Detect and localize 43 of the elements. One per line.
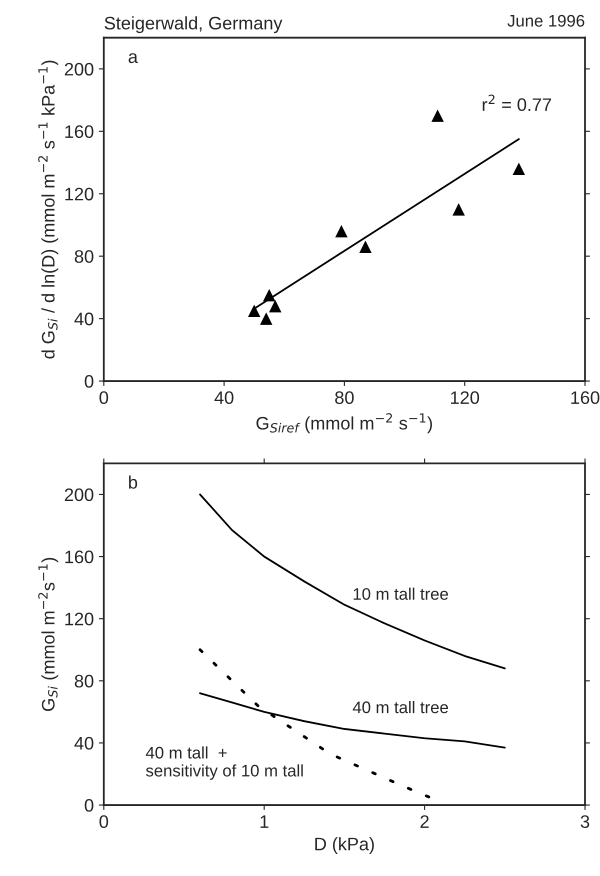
y-tick-label: 40 — [74, 736, 94, 750]
series-label: 40 m tall tree — [352, 700, 448, 714]
x-tick-label: 160 — [571, 391, 600, 404]
annotation: r$^{2}$ = 0.77 — [482, 94, 552, 112]
point — [269, 300, 282, 312]
x-tick-label: 80 — [335, 391, 354, 404]
x-tick-label: 40 — [214, 391, 234, 404]
y-axis-title: G$_{Si}$ (mmol m$^{−2}$s$^{−1}$) — [38, 558, 58, 711]
point — [431, 110, 444, 122]
y-tick-label: 120 — [65, 612, 94, 626]
point — [359, 240, 372, 254]
series-label: 40 m tall + sensitivity of 10 m tall — [146, 746, 303, 780]
x-axis-title: D (kPa) — [315, 837, 374, 854]
point — [452, 203, 465, 216]
y-tick-label: 40 — [74, 312, 94, 326]
x-tick-label: 0 — [99, 815, 108, 828]
y-tick-label: 0 — [84, 374, 94, 388]
point — [512, 162, 526, 175]
annotation: a — [128, 53, 138, 64]
y-tick-label: 200 — [64, 488, 94, 502]
y-tick-label: 120 — [65, 188, 94, 200]
x-tick-label: 0 — [99, 391, 108, 404]
x-tick-label: 3 — [580, 815, 590, 828]
x-axis-title: G$_{Siref}$ (mmol m$^{−2}$ s$^{−1}$) — [256, 413, 432, 434]
x-tick-label: 120 — [451, 391, 480, 404]
y-tick-label: 200 — [64, 62, 94, 76]
text: June 1996 — [507, 14, 584, 27]
point — [263, 289, 276, 302]
chart-title: Steigerwald, Germany — [104, 16, 282, 34]
point — [248, 304, 260, 318]
y-tick-label: 160 — [65, 125, 94, 138]
y-tick-label: 80 — [74, 674, 94, 688]
y-tick-label: 0 — [84, 798, 94, 812]
annotation: b — [129, 475, 138, 489]
y-tick-label: 80 — [74, 250, 94, 263]
x-tick-label: 1 — [260, 815, 268, 828]
y-tick-label: 160 — [65, 550, 94, 564]
point — [260, 312, 272, 325]
line-series — [199, 494, 506, 670]
series-label: 10 m tall tree — [354, 588, 448, 600]
text: d G$_{Si}$ / d ln(D) (mmol m$^{−2}$ s$^{−1}$ kPa$^{−1}$) — [38, 60, 58, 359]
point — [335, 225, 348, 238]
x-tick-label: 2 — [420, 815, 429, 828]
